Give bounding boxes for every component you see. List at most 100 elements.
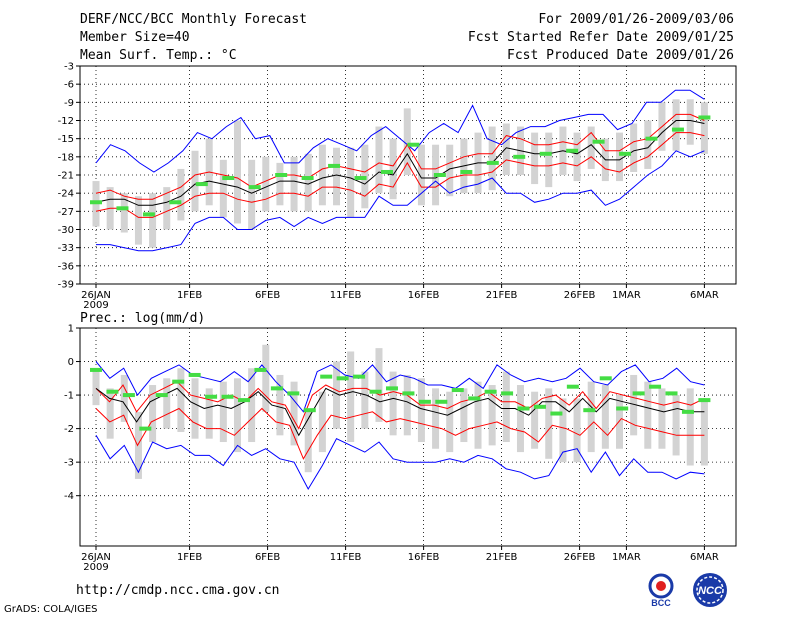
ensemble-box bbox=[191, 150, 199, 212]
y-tick-label: -12 bbox=[58, 116, 74, 127]
obs-marker bbox=[616, 406, 629, 411]
ensemble-box bbox=[432, 388, 440, 449]
obs-marker bbox=[407, 142, 420, 147]
obs-marker bbox=[583, 408, 596, 413]
obs-marker bbox=[435, 399, 448, 404]
ensemble-box bbox=[644, 381, 652, 449]
ensemble-box bbox=[134, 196, 142, 245]
obs-marker bbox=[287, 391, 300, 396]
y-tick-label: -9 bbox=[64, 98, 74, 109]
x-tick-label: 21FEB bbox=[486, 552, 518, 563]
x-tick-label: 16FEB bbox=[408, 290, 440, 301]
obs-marker bbox=[550, 411, 563, 416]
obs-marker bbox=[369, 389, 382, 394]
ensemble-box bbox=[417, 144, 425, 206]
ensemble-box bbox=[163, 378, 171, 429]
series-mean bbox=[95, 120, 705, 206]
ensemble-box bbox=[233, 120, 241, 224]
obs-marker bbox=[566, 148, 579, 153]
obs-marker bbox=[468, 396, 481, 401]
ensemble-box bbox=[403, 108, 411, 175]
obs-marker bbox=[501, 391, 514, 396]
obs-marker bbox=[248, 185, 261, 190]
obs-marker bbox=[380, 169, 393, 174]
plot-frame bbox=[79, 327, 737, 547]
obs-marker bbox=[169, 200, 182, 205]
ensemble-box bbox=[672, 395, 680, 456]
obs-marker bbox=[303, 408, 316, 413]
bcc-logo-text: BCC bbox=[651, 598, 671, 608]
ensemble-box bbox=[106, 388, 114, 439]
ensemble-box bbox=[177, 168, 185, 221]
chart-title: DERF/NCC/BCC Monthly Forecast bbox=[80, 12, 307, 27]
ensemble-box bbox=[333, 147, 341, 206]
x-tick-label: 6MAR bbox=[690, 290, 719, 301]
obs-marker bbox=[517, 406, 530, 411]
y-tick-label: -1 bbox=[64, 391, 74, 402]
ensemble-box bbox=[460, 388, 468, 443]
ensemble-box bbox=[134, 411, 142, 479]
obs-marker bbox=[90, 367, 102, 372]
x-tick-label: 21FEB bbox=[486, 290, 518, 301]
y-tick-label: -3 bbox=[64, 458, 74, 469]
ensemble-box bbox=[559, 398, 567, 463]
y-tick-label: -15 bbox=[58, 134, 74, 145]
ensemble-box bbox=[630, 374, 638, 436]
obs-marker bbox=[328, 163, 341, 168]
ensemble-box bbox=[644, 120, 652, 169]
ensemble-box bbox=[163, 187, 171, 230]
ensemble-box bbox=[219, 381, 227, 443]
ensemble-box bbox=[92, 368, 100, 406]
ensemble-box bbox=[616, 132, 624, 182]
footer-url[interactable]: http://cmdp.ncc.cma.gov.cn bbox=[76, 583, 280, 598]
ensemble-box bbox=[276, 374, 284, 436]
produced-date: Fcst Produced Date 2009/01/26 bbox=[507, 48, 734, 63]
obs-marker bbox=[122, 393, 135, 398]
ensemble-box bbox=[616, 395, 624, 449]
series-mean bbox=[95, 387, 705, 437]
obs-marker bbox=[539, 151, 552, 156]
obs-marker bbox=[116, 206, 129, 211]
started-date: Fcst Started Refer Date 2009/01/25 bbox=[467, 30, 734, 45]
ncc-logo-text: NCC bbox=[698, 585, 723, 597]
ensemble-box bbox=[120, 374, 128, 422]
y-tick-label: -36 bbox=[58, 261, 74, 272]
ensemble-box bbox=[516, 385, 524, 453]
ensemble-box bbox=[686, 99, 694, 145]
ensemble-box bbox=[700, 398, 708, 466]
obs-marker bbox=[649, 384, 662, 389]
ensemble-box bbox=[446, 391, 454, 453]
obs-marker bbox=[172, 379, 185, 384]
obs-marker bbox=[460, 169, 473, 174]
obs-marker bbox=[484, 389, 497, 394]
ensemble-box bbox=[474, 381, 482, 449]
obs-marker bbox=[320, 374, 333, 379]
y-tick-label: 0 bbox=[68, 357, 74, 368]
series-p75 bbox=[95, 113, 705, 200]
ensemble-box bbox=[389, 371, 397, 436]
obs-marker bbox=[195, 182, 208, 187]
y-tick-label: -24 bbox=[58, 189, 74, 200]
y-tick-label: -4 bbox=[64, 491, 74, 502]
y-tick-label: -30 bbox=[58, 225, 74, 236]
series-p25 bbox=[95, 407, 705, 460]
ensemble-box bbox=[290, 381, 298, 446]
obs-marker bbox=[698, 398, 711, 403]
member-size: Member Size=40 bbox=[80, 30, 190, 45]
obs-marker bbox=[155, 393, 168, 398]
x-tick-label: 1FEB bbox=[177, 552, 202, 563]
bcc-logo: BCC bbox=[640, 568, 682, 610]
ensemble-box bbox=[205, 388, 213, 439]
y-tick-label: -27 bbox=[58, 207, 74, 218]
x-tick-label: 6MAR bbox=[690, 552, 719, 563]
ensemble-box bbox=[545, 132, 553, 188]
ensemble-box bbox=[262, 156, 270, 212]
obs-marker bbox=[681, 409, 694, 414]
variable-label: Mean Surf. Temp.: °C bbox=[80, 48, 237, 63]
series-max bbox=[95, 89, 705, 173]
obs-marker bbox=[336, 376, 349, 381]
series-max bbox=[95, 361, 705, 413]
ensemble-box bbox=[177, 368, 185, 432]
ensemble-box bbox=[318, 144, 326, 206]
